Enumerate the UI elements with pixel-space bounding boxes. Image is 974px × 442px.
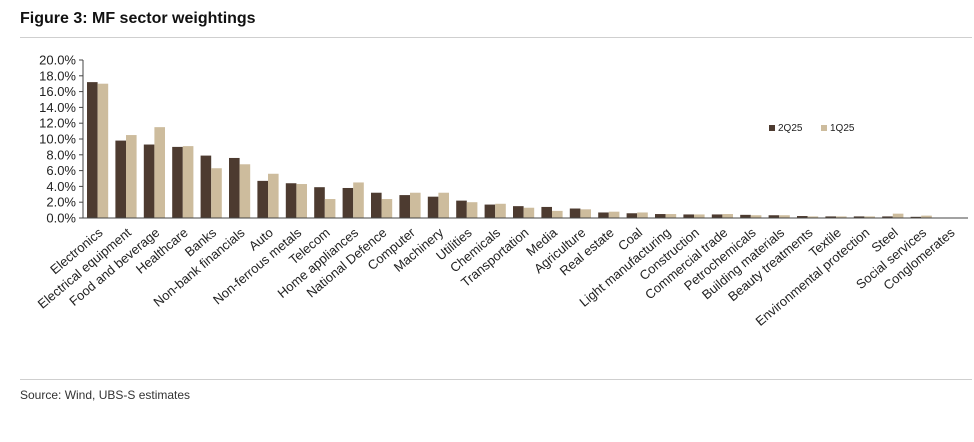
bar-2q25-social-services	[910, 216, 922, 218]
bar-1q25-commercial-trade	[722, 214, 733, 218]
y-tick-label: 12.0%	[39, 116, 76, 131]
bar-1q25-healthcare	[182, 146, 194, 218]
bar-1q25-electrical-equipment	[126, 135, 137, 218]
bar-2q25-beauty-treatments	[797, 216, 808, 218]
bar-2q25-environmental-protection	[853, 216, 865, 218]
y-tick-label: 14.0%	[39, 100, 76, 115]
bar-2q25-construction	[683, 214, 694, 218]
bar-2q25-chemicals	[484, 204, 496, 218]
y-tick-label: 6.0%	[46, 163, 76, 178]
bar-1q25-building-materials	[779, 215, 790, 218]
bar-2q25-real-estate	[598, 212, 609, 218]
bar-1q25-national-defence	[381, 199, 393, 218]
bar-1q25-agriculture	[580, 209, 591, 218]
y-tick-label: 2.0%	[46, 195, 76, 210]
bar-2q25-home-appliances	[342, 187, 354, 218]
legend-swatch-1q25	[821, 125, 827, 131]
bar-1q25-transportation	[523, 207, 535, 218]
bar-2q25-auto	[257, 180, 268, 218]
bar-2q25-non-bank-financials	[229, 157, 240, 218]
bar-2q25-electronics	[87, 82, 98, 219]
bar-2q25-coal	[626, 213, 638, 218]
y-tick-label: 18.0%	[39, 68, 76, 83]
bar-2q25-textile	[825, 216, 836, 218]
bar-1q25-computer	[410, 192, 421, 218]
bar-2q25-banks	[200, 155, 212, 218]
bar-2q25-petrochemicals	[740, 214, 751, 218]
bar-1q25-machinery	[438, 192, 449, 218]
bar-2q25-electrical-equipment	[115, 140, 126, 218]
bar-2q25-transportation	[513, 206, 524, 218]
y-tick-label: 4.0%	[46, 179, 76, 194]
bar-2q25-building-materials	[768, 215, 780, 218]
y-tick-label: 8.0%	[46, 147, 76, 162]
bar-1q25-coal	[637, 212, 648, 218]
y-tick-label: 0.0%	[46, 211, 76, 226]
bar-2q25-commercial-trade	[711, 214, 723, 218]
bar-1q25-auto	[268, 173, 279, 218]
bar-1q25-beauty-treatments	[807, 216, 819, 218]
bar-2q25-media	[541, 206, 552, 218]
chart-legend: 2Q25 1Q25	[769, 123, 855, 134]
bar-1q25-banks	[211, 168, 222, 218]
bar-2q25-computer	[399, 195, 410, 218]
bar-1q25-food-and-beverage	[154, 127, 165, 218]
bar-2q25-machinery	[427, 196, 439, 218]
bar-1q25-light-manufacturing	[665, 214, 677, 218]
bar-1q25-telecom	[324, 199, 336, 218]
y-tick-label: 20.0%	[39, 53, 76, 68]
source-divider	[20, 379, 972, 380]
bar-2q25-steel	[882, 216, 893, 218]
bar-1q25-home-appliances	[353, 182, 364, 218]
bar-1q25-media	[552, 210, 563, 218]
bar-2q25-healthcare	[172, 146, 183, 218]
legend-label-1q25: 1Q25	[830, 123, 855, 134]
bar-1q25-non-bank-financials	[239, 164, 251, 218]
bar-2q25-national-defence	[371, 192, 382, 218]
bar-1q25-petrochemicals	[750, 215, 762, 218]
y-axis: 0.0%2.0%4.0%6.0%8.0%10.0%12.0%14.0%16.0%…	[39, 53, 84, 226]
bar-2q25-light-manufacturing	[655, 214, 666, 218]
bar-1q25-electronics	[97, 83, 109, 218]
bar-1q25-steel	[892, 213, 904, 218]
bar-2q25-utilities	[456, 200, 467, 218]
bar-1q25-textile	[836, 216, 847, 218]
legend-swatch-2q25	[769, 125, 775, 131]
legend-label-2q25: 2Q25	[778, 123, 803, 134]
bar-1q25-real-estate	[608, 211, 620, 218]
bar-2q25-food-and-beverage	[143, 144, 155, 218]
bar-1q25-construction	[694, 214, 705, 218]
bar-2q25-agriculture	[569, 208, 581, 218]
bar-2q25-non-ferrous-metals	[285, 183, 297, 218]
bar-1q25-environmental-protection	[864, 216, 875, 218]
y-tick-label: 16.0%	[39, 84, 76, 99]
title-divider	[20, 37, 972, 38]
bar-1q25-social-services	[921, 215, 932, 218]
y-tick-label: 10.0%	[39, 132, 76, 147]
figure-title: Figure 3: MF sector weightings	[20, 10, 256, 27]
bar-1q25-non-ferrous-metals	[296, 184, 307, 218]
bar-1q25-chemicals	[495, 203, 506, 218]
source-note: Source: Wind, UBS-S estimates	[20, 388, 191, 402]
bar-1q25-utilities	[466, 202, 478, 218]
bar-chart: 0.0%2.0%4.0%6.0%8.0%10.0%12.0%14.0%16.0%…	[35, 53, 968, 329]
chart-bars	[87, 82, 961, 219]
bar-2q25-telecom	[314, 187, 325, 218]
